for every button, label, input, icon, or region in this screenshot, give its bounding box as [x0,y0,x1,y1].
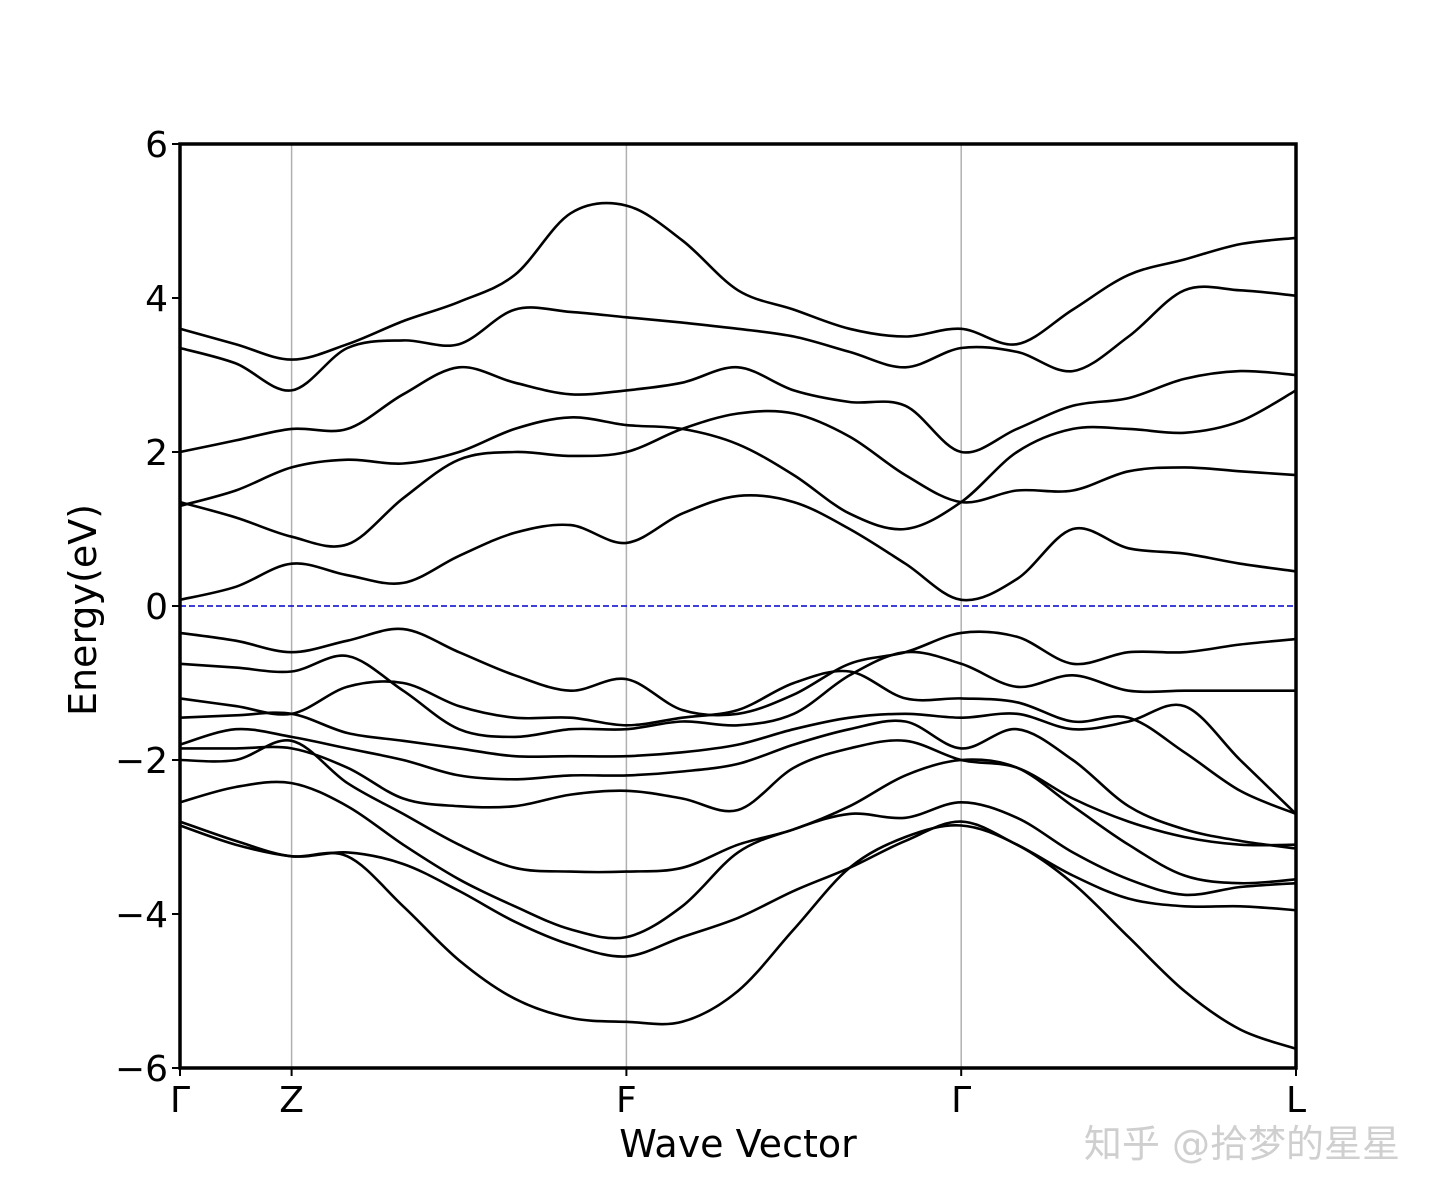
y-tick-label: −4 [115,895,168,936]
bands [179,201,1297,1051]
band-line-V7 [179,739,1297,885]
y-axis-label: Energy(eV) [61,504,105,716]
y-tick-label: −2 [115,741,168,782]
band-line-V5 [179,719,1297,850]
x-tick-label: Z [279,1080,304,1121]
band-line-C6 [179,201,1297,361]
x-tick-label: Γ [951,1080,971,1121]
watermark: 知乎 @拾梦的星星 [1084,1122,1400,1166]
x-axis-label: Wave Vector [619,1122,857,1166]
band-line-V2 [179,650,1296,739]
band-line-V1 [179,627,1297,717]
band-line-V8 [179,780,1297,940]
band-line-V3 [179,669,1297,816]
x-tick-label: L [1286,1080,1306,1121]
x-tick-label: Γ [170,1080,190,1121]
band-line-C4 [179,365,1297,454]
band-line-C2 [179,409,1297,548]
y-tick-label: 4 [145,279,168,320]
band-line-V9 [179,820,1297,958]
band-line-V6 [180,739,1297,847]
y-tick-label: 6 [145,125,168,166]
y-tick-label: −6 [115,1049,168,1090]
band-line-C5 [179,285,1297,392]
band-line-V4 [179,703,1297,815]
band-line-C1 [179,493,1297,602]
band-line-C3 [179,389,1297,531]
x-tick-label: F [616,1080,637,1121]
y-tick-label: 0 [145,587,168,628]
band-line-V10 [179,824,1297,1051]
y-axis: −6 −4 −2 0 2 4 6 [115,125,180,1090]
y-tick-label: 2 [145,433,168,474]
